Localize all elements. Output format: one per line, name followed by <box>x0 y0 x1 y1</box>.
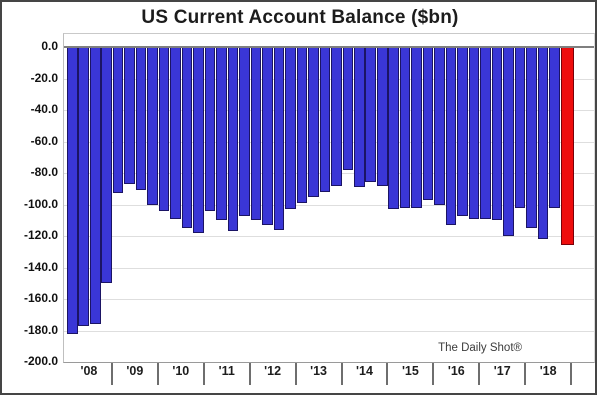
bar-09-q3 <box>135 47 147 191</box>
bar-18-q3 <box>549 47 560 208</box>
gridline--160 <box>64 299 594 300</box>
bar-15-q2 <box>399 47 411 208</box>
y-tick-label--20.0: -20.0 <box>30 70 58 85</box>
year-tick-08 <box>110 363 113 385</box>
gridline--180 <box>64 330 594 332</box>
bar-17-q2 <box>491 47 503 221</box>
year-label-15: '15 <box>401 364 419 378</box>
bar-10-q2 <box>170 47 181 219</box>
year-label-16: '16 <box>447 364 465 378</box>
y-tick-label--40.0: -40.0 <box>30 102 58 116</box>
bar-17-q3 <box>503 47 514 236</box>
y-tick-label--100.0: -100.0 <box>23 196 58 211</box>
year-label-08: '08 <box>80 364 98 378</box>
year-tick-12 <box>294 363 297 385</box>
bar-18-q1 <box>526 47 537 229</box>
bar-12-q4 <box>285 47 296 210</box>
bar-15-q4 <box>422 47 434 200</box>
year-tick-18 <box>570 363 573 385</box>
bar-14-q2 <box>354 47 365 188</box>
bar-08-q2 <box>78 47 90 326</box>
year-tick-09 <box>156 363 159 385</box>
bar-09-q2 <box>124 47 135 185</box>
year-label-17: '17 <box>493 364 511 378</box>
bar-16-q1 <box>434 47 445 205</box>
y-tick-label--200.0: -200.0 <box>23 354 58 368</box>
bar-18-q4 <box>560 47 574 246</box>
bar-10-q1 <box>158 47 170 211</box>
bar-13-q3 <box>319 47 331 192</box>
year-label-13: '13 <box>310 364 327 378</box>
year-tick-17 <box>524 363 527 385</box>
gridline--120 <box>64 236 594 237</box>
source-watermark: The Daily Shot® <box>438 342 522 354</box>
year-label-12: '12 <box>264 364 282 378</box>
y-tick-label--60.0: -60.0 <box>30 133 58 148</box>
bar-11-q3 <box>227 47 239 232</box>
year-label-14: '14 <box>356 364 373 378</box>
bar-17-q4 <box>514 47 526 208</box>
bar-15-q3 <box>411 47 422 208</box>
year-tick-16 <box>478 363 481 385</box>
bar-14-q3 <box>365 47 377 183</box>
y-tick-label--80.0: -80.0 <box>30 165 58 179</box>
year-label-18: '18 <box>539 364 557 378</box>
y-tick-label--120.0: -120.0 <box>23 228 58 242</box>
year-tick-15 <box>432 363 435 385</box>
y-tick-label--160.0: -160.0 <box>23 291 58 305</box>
year-tick-10 <box>202 363 205 385</box>
y-tick-label--140.0: -140.0 <box>23 259 58 274</box>
year-label-09: '09 <box>126 364 144 378</box>
year-tick-13 <box>340 363 343 385</box>
chart-title: US Current Account Balance ($bn) <box>141 7 459 28</box>
bar-13-q4 <box>331 47 342 186</box>
y-tick-label-0.0: 0.0 <box>41 39 58 53</box>
bar-12-q2 <box>262 47 273 225</box>
bar-08-q1 <box>67 47 78 334</box>
bar-11-q4 <box>239 47 250 216</box>
bar-08-q4 <box>101 47 113 284</box>
year-label-11: '11 <box>218 364 235 378</box>
bar-16-q3 <box>457 47 468 216</box>
bar-12-q1 <box>250 47 262 221</box>
bar-09-q4 <box>147 47 158 205</box>
year-tick-14 <box>386 363 389 385</box>
bar-10-q4 <box>193 47 204 233</box>
bar-12-q3 <box>273 47 285 230</box>
bar-18-q2 <box>537 47 549 240</box>
x-axis: '08 '09 '10 '11 '12 '13 '14 '15 '16 '17 '18 <box>63 362 593 390</box>
y-tick-label--180.0: -180.0 <box>23 322 58 337</box>
bar-14-q4 <box>376 47 388 186</box>
gridline--140 <box>64 267 594 269</box>
bar-09-q1 <box>112 47 124 194</box>
zero-baseline <box>64 46 594 48</box>
bar-15-q1 <box>388 47 400 210</box>
year-label-10: '10 <box>172 364 190 378</box>
bar-10-q3 <box>181 47 193 229</box>
bar-17-q1 <box>480 47 491 219</box>
bar-16-q2 <box>445 47 457 225</box>
bar-11-q2 <box>216 47 227 221</box>
gridline--100 <box>64 204 594 206</box>
bar-11-q1 <box>204 47 216 211</box>
bar-14-q1 <box>342 47 354 170</box>
bar-13-q1 <box>296 47 308 203</box>
bar-08-q3 <box>89 47 101 325</box>
year-tick-11 <box>248 363 251 385</box>
plot-area: The Daily Shot® <box>63 33 595 363</box>
bar-13-q2 <box>308 47 319 197</box>
bar-16-q4 <box>468 47 480 219</box>
